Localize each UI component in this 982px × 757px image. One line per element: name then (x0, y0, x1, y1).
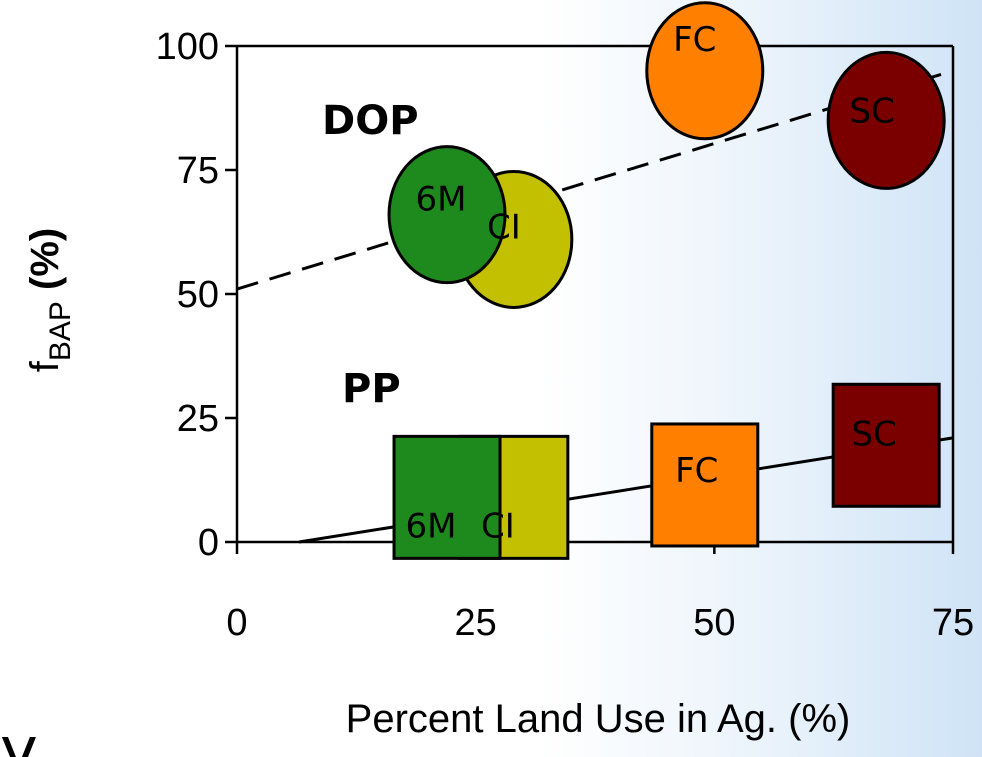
y-axis-title-subscript: BAP (44, 301, 77, 361)
x-tick-label: 75 (932, 602, 974, 644)
y-tick-label: 75 (177, 150, 219, 192)
svg-text:fBAP (%): fBAP (%) (23, 228, 77, 372)
dop-ellipse-fc (645, 1, 765, 141)
series-label-pp: PP (342, 366, 401, 412)
cropped-text-fragment: y (0, 714, 38, 757)
dop-ellipse-sc (826, 50, 946, 190)
y-axis-title-unit: (%) (23, 228, 67, 301)
ticks: 0 25 50 75 100 0 25 50 75 (156, 26, 975, 644)
dop-ellipse-6m (387, 145, 507, 285)
pp-square-6m (392, 434, 502, 560)
dop-label-fc: FC (673, 20, 716, 60)
series-label-dop: DOP (322, 98, 419, 144)
y-tick-label: 25 (177, 398, 219, 440)
pp-square-sc (831, 382, 941, 508)
y-tick-label: 100 (156, 26, 219, 68)
pp-square-fc (650, 422, 760, 548)
pp-label-fc: FC (675, 451, 718, 491)
x-tick-label: 25 (455, 602, 497, 644)
dop-label-ci: CI (487, 207, 521, 247)
x-tick-label: 50 (693, 602, 735, 644)
dop-label-sc: SC (850, 91, 895, 131)
data-marks: CI 6M FC SC CI 6M FC SC (387, 1, 946, 560)
dop-label-6m: 6M (416, 180, 467, 220)
x-tick-label: 0 (226, 602, 247, 644)
y-axis-title-main: f (23, 360, 67, 372)
x-axis-title: Percent Land Use in Ag. (%) (346, 697, 851, 741)
y-tick-label: 50 (177, 274, 219, 316)
y-axis-title: fBAP (%) (23, 228, 77, 372)
pp-label-6m: 6M (406, 506, 457, 546)
pp-label-sc: SC (852, 414, 897, 454)
pp-label-ci: CI (481, 506, 515, 546)
y-tick-label: 0 (198, 522, 219, 564)
